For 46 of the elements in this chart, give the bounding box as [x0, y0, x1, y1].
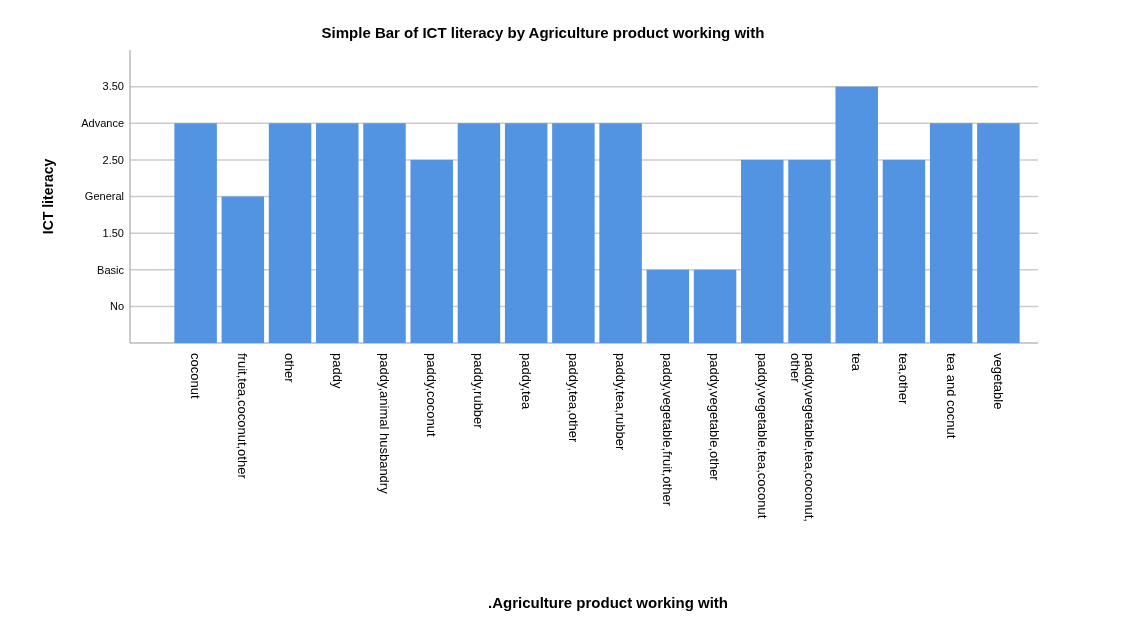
bar [504, 123, 548, 343]
y-tick-label: 2.50 [102, 153, 124, 166]
x-tick-label: paddy,vegetable,fruit,other [660, 353, 676, 507]
x-tick-label: tea,other [896, 353, 912, 405]
x-tick-label: tea [849, 353, 865, 372]
x-tick-label: paddy,coconut [424, 353, 440, 437]
y-tick-label: 3.50 [102, 80, 124, 93]
x-tick-label: other [282, 353, 298, 384]
x-tick-label: paddy [329, 353, 345, 389]
bar [221, 196, 265, 343]
bar [316, 123, 359, 343]
y-tick-label: 1.50 [102, 226, 124, 239]
x-tick-label: vegetable [990, 353, 1006, 410]
bar [410, 159, 453, 343]
x-tick-label: tea and cocnut [943, 353, 959, 439]
y-tick-label: Advance [81, 117, 124, 130]
x-tick-label: paddy,tea,other [565, 353, 581, 444]
bar [693, 269, 737, 343]
bar [646, 269, 690, 343]
x-tick-label: paddy,animal husbandry [376, 353, 392, 495]
x-tick-label: coconut [188, 353, 204, 399]
bar [788, 159, 831, 343]
bar [363, 123, 406, 343]
x-tick-label: paddy,rubber [471, 353, 487, 430]
chart-title: Simple Bar of ICT literacy by Agriculture product working with [321, 24, 765, 41]
x-tick-label: fruit,tea,coconut,other [235, 353, 251, 480]
x-tick-label: paddy,tea [518, 353, 534, 410]
bar [741, 159, 784, 343]
bar [977, 123, 1020, 343]
bar [599, 123, 642, 343]
y-tick-label: No [109, 300, 124, 313]
y-tick-label: General [84, 190, 124, 203]
bar [929, 123, 973, 343]
y-axis-title: ICT literacy [40, 158, 56, 235]
x-axis-title: .Agriculture product working with [488, 594, 728, 611]
bar [457, 123, 501, 343]
x-tick-label: paddy,vegetable,tea,coconut,other [787, 353, 817, 522]
bar [268, 123, 312, 343]
x-tick-label: paddy,vegetable,other [707, 353, 723, 482]
y-tick-label: Basic [97, 263, 125, 276]
bar [835, 86, 878, 343]
x-tick-label: paddy,tea,rubber [613, 353, 629, 451]
bar [882, 159, 926, 343]
x-tick-label: paddy,vegetable,tea,coconut [754, 353, 770, 519]
bar [174, 123, 217, 343]
bar [552, 123, 595, 343]
